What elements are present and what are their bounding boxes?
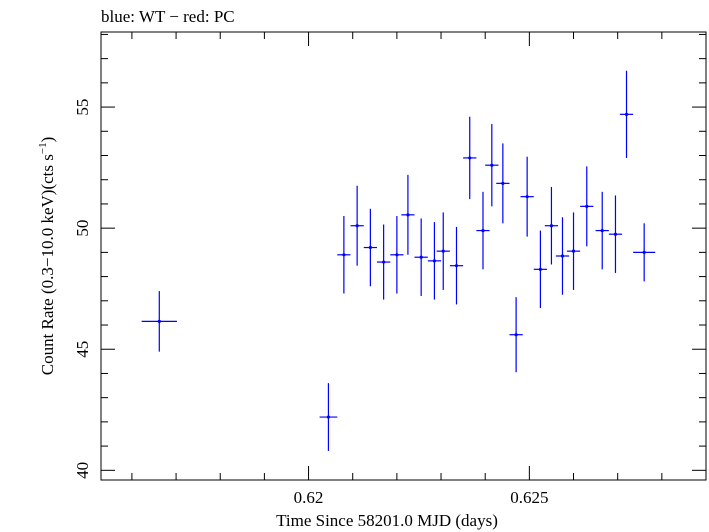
point-marker: [501, 181, 505, 185]
data-point: [544, 186, 559, 265]
point-marker: [326, 415, 331, 419]
point-marker: [432, 259, 437, 263]
data-point: [414, 218, 428, 296]
data-point: [449, 226, 464, 305]
y-axis-label-sup: −1: [37, 142, 49, 154]
point-marker: [342, 253, 346, 257]
y-tick-label: 50: [73, 220, 92, 237]
point-marker: [395, 253, 399, 257]
data-point: [377, 224, 391, 300]
x-axis-ticks: 0.62 0.625: [131, 32, 707, 507]
point-marker: [481, 228, 485, 233]
point-marker: [560, 254, 565, 258]
y-axis-label: Count Rate (0.3−10.0 keV)(cts s−1): [37, 137, 57, 376]
data-point: [337, 216, 351, 294]
data-series: [141, 70, 656, 451]
data-point: [319, 383, 338, 451]
y-tick-label: 55: [73, 99, 92, 116]
y-tick-label: 45: [73, 341, 92, 358]
data-point: [476, 191, 490, 270]
data-point: [363, 208, 378, 287]
point-marker: [468, 156, 472, 160]
y-axis-label-end: ): [38, 137, 57, 143]
data-point: [427, 222, 442, 300]
point-marker: [157, 319, 161, 323]
data-point: [533, 230, 548, 309]
point-marker: [549, 224, 554, 228]
data-point: [436, 212, 450, 290]
point-marker: [368, 245, 372, 250]
point-marker: [454, 264, 459, 268]
data-point: [350, 185, 364, 266]
data-point: [520, 156, 534, 237]
y-axis-ticks: 40 45 50 55: [73, 33, 706, 479]
y-tick-label: 40: [73, 462, 92, 479]
data-point: [566, 212, 581, 290]
data-point: [496, 143, 510, 224]
y-axis-label-main: Count Rate (0.3−10.0 keV)(cts s: [38, 154, 57, 375]
point-marker: [382, 260, 386, 264]
point-marker: [571, 249, 576, 253]
data-point: [580, 166, 594, 247]
point-marker: [525, 195, 529, 199]
point-marker: [600, 228, 604, 233]
point-marker: [624, 112, 629, 116]
data-point: [608, 195, 623, 273]
data-point: [463, 116, 477, 200]
point-marker: [514, 333, 518, 337]
point-marker: [441, 249, 445, 253]
data-point: [555, 217, 570, 295]
data-point: [390, 216, 404, 294]
point-marker: [419, 255, 423, 259]
data-point: [485, 124, 499, 207]
point-marker: [490, 163, 494, 167]
point-marker: [538, 267, 542, 271]
point-marker: [406, 213, 410, 217]
data-point: [619, 70, 634, 158]
plot-frame: [100, 31, 707, 481]
chart-title: blue: WT − red: PC: [101, 7, 235, 26]
point-marker: [642, 250, 646, 254]
point-marker: [613, 232, 618, 236]
data-point: [401, 174, 415, 255]
data-point: [141, 291, 177, 352]
point-marker: [585, 204, 589, 208]
data-point: [595, 191, 609, 270]
data-point: [509, 297, 523, 373]
x-axis-label: Time Since 58201.0 MJD (days): [276, 511, 498, 530]
point-marker: [355, 224, 359, 228]
x-tick-label: 0.62: [294, 488, 324, 507]
data-point: [633, 223, 656, 282]
x-tick-label: 0.625: [510, 488, 548, 507]
